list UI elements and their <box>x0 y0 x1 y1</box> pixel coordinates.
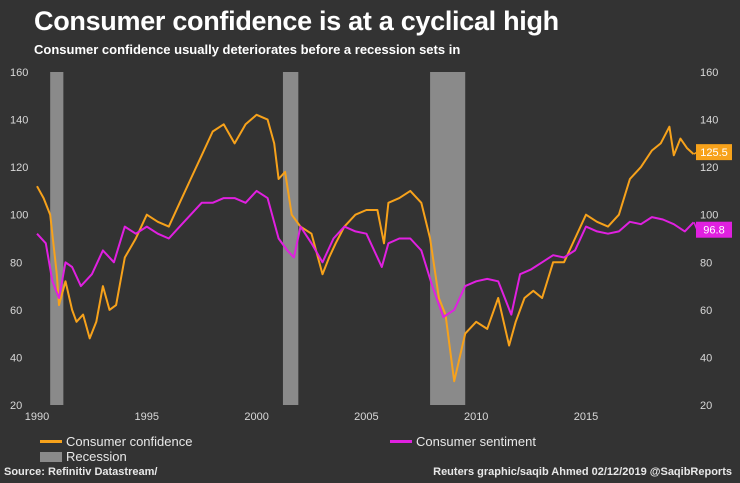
legend-swatch-confidence <box>40 440 62 443</box>
y-tick-left: 80 <box>10 257 22 269</box>
confidence-line <box>36 113 695 383</box>
x-tick: 2010 <box>464 411 488 423</box>
x-tick: 2015 <box>574 411 598 423</box>
series-lines <box>36 113 695 383</box>
source-note: Source: Refinitiv Datastream/ <box>4 466 158 478</box>
y-tick-left: 40 <box>10 352 22 364</box>
y-tick-left: 140 <box>10 115 28 127</box>
y-tick-left: 20 <box>10 400 22 412</box>
legend-item-recession: Recession <box>40 449 127 464</box>
y-tick-right: 20 <box>700 400 712 412</box>
legend-item-sentiment: Consumer sentiment <box>390 434 536 449</box>
recession-band <box>282 72 299 405</box>
y-tick-right: 60 <box>700 305 712 317</box>
chart-subtitle: Consumer confidence usually deteriorates… <box>34 42 461 57</box>
sentiment-end-label-box <box>696 221 732 238</box>
y-tick-left: 60 <box>10 305 22 317</box>
chart-title: Consumer confidence is at a cyclical hig… <box>34 6 559 36</box>
sentiment-end-label: 96.8 <box>703 225 724 237</box>
x-tick: 1990 <box>25 411 49 423</box>
recession-band <box>50 72 64 405</box>
y-tick-right: 160 <box>700 67 718 79</box>
legend-label-sentiment: Consumer sentiment <box>416 434 536 449</box>
recession-band <box>430 72 466 405</box>
y-tick-right: 100 <box>700 210 718 222</box>
y-tick-left: 120 <box>10 162 28 174</box>
confidence-end-label: 125.5 <box>700 147 728 159</box>
recession-bands <box>50 72 466 405</box>
y-tick-right: 40 <box>700 352 712 364</box>
x-tick: 2005 <box>354 411 378 423</box>
legend-swatch-recession <box>40 451 62 462</box>
x-tick: 1995 <box>135 411 159 423</box>
credit-note: Reuters graphic/saqib Ahmed 02/12/2019 @… <box>433 466 732 478</box>
sentiment-line <box>36 189 695 318</box>
y-tick-right: 140 <box>700 115 718 127</box>
y-tick-right: 80 <box>700 257 712 269</box>
x-tick: 2000 <box>244 411 268 423</box>
y-tick-left: 100 <box>10 210 28 222</box>
end-labels: 125.5 96.8 <box>693 144 732 238</box>
legend-label-recession: Recession <box>66 449 127 464</box>
y-tick-right: 120 <box>700 162 718 174</box>
axes: 20 40 60 80 100 120 140 160 20 40 60 80 100 120 140 160… <box>10 67 718 423</box>
y-tick-left: 160 <box>10 67 28 79</box>
legend-item-confidence: Consumer confidence <box>40 434 192 449</box>
legend-swatch-sentiment <box>390 440 412 443</box>
confidence-end-label-box <box>696 144 732 161</box>
legend-label-confidence: Consumer confidence <box>66 434 193 449</box>
